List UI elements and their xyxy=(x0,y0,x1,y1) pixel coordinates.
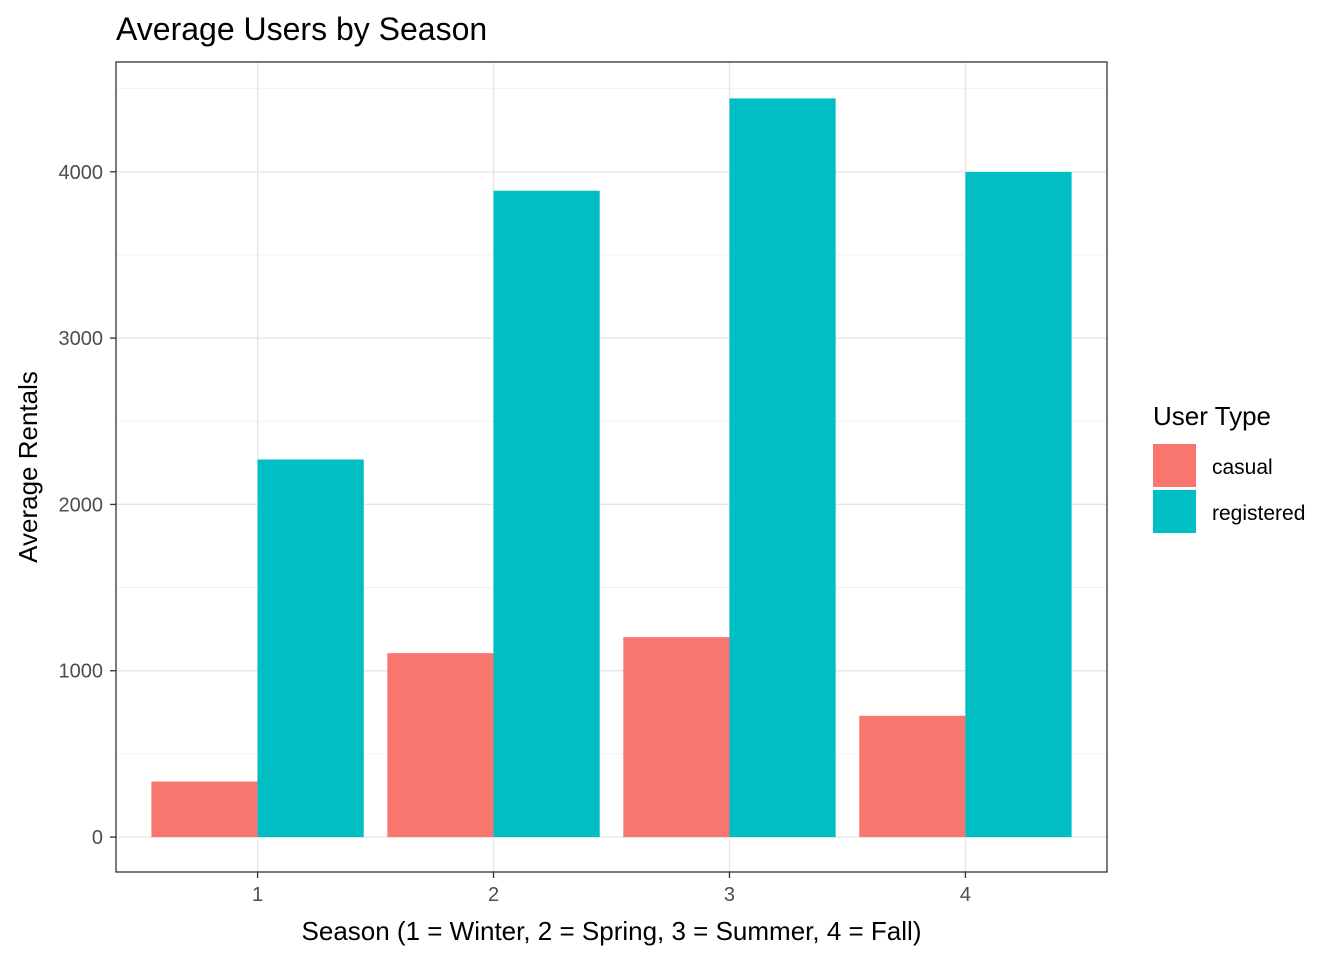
y-tick-label: 2000 xyxy=(59,494,104,516)
x-tick-label: 3 xyxy=(724,884,735,906)
bar-registered-1 xyxy=(257,459,364,838)
y-tick-label: 4000 xyxy=(59,162,104,184)
chart-title: Average Users by Season xyxy=(116,11,487,47)
legend-label-registered: registered xyxy=(1212,502,1305,525)
plot-border xyxy=(115,61,1108,873)
axes: 0 1000 2000 3000 4000 1 2 3 4 xyxy=(59,162,971,906)
legend-items: casual registered xyxy=(1153,444,1305,533)
legend-title: User Type xyxy=(1153,401,1271,431)
y-tick-label: 3000 xyxy=(59,328,104,350)
bar-casual-4 xyxy=(859,715,966,838)
bar-casual-2 xyxy=(387,653,494,838)
x-tick-label: 1 xyxy=(252,884,263,906)
bar-registered-3 xyxy=(729,98,836,838)
legend-key-casual xyxy=(1153,444,1196,487)
y-axis-title: Average Rentals xyxy=(13,371,43,563)
bar-registered-2 xyxy=(493,190,600,838)
bar-casual-3 xyxy=(623,637,730,838)
legend-label-casual: casual xyxy=(1212,456,1273,479)
bar-registered-4 xyxy=(965,171,1072,838)
x-tick-label: 2 xyxy=(488,884,499,906)
legend: User Type casual registered xyxy=(1153,401,1305,533)
legend-key-registered xyxy=(1153,490,1196,533)
x-tick-label: 4 xyxy=(960,884,971,906)
bars xyxy=(151,98,1072,838)
y-tick-label: 0 xyxy=(92,827,103,849)
y-tick-label: 1000 xyxy=(59,661,104,683)
bar-casual-1 xyxy=(151,781,258,838)
x-axis-title: Season (1 = Winter, 2 = Spring, 3 = Summ… xyxy=(302,916,922,946)
